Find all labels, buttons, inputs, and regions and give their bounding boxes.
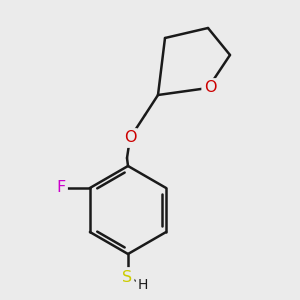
Text: F: F (56, 181, 65, 196)
Text: O: O (204, 80, 216, 95)
Text: O: O (124, 130, 136, 146)
Text: S: S (122, 269, 132, 284)
Text: H: H (138, 278, 148, 292)
